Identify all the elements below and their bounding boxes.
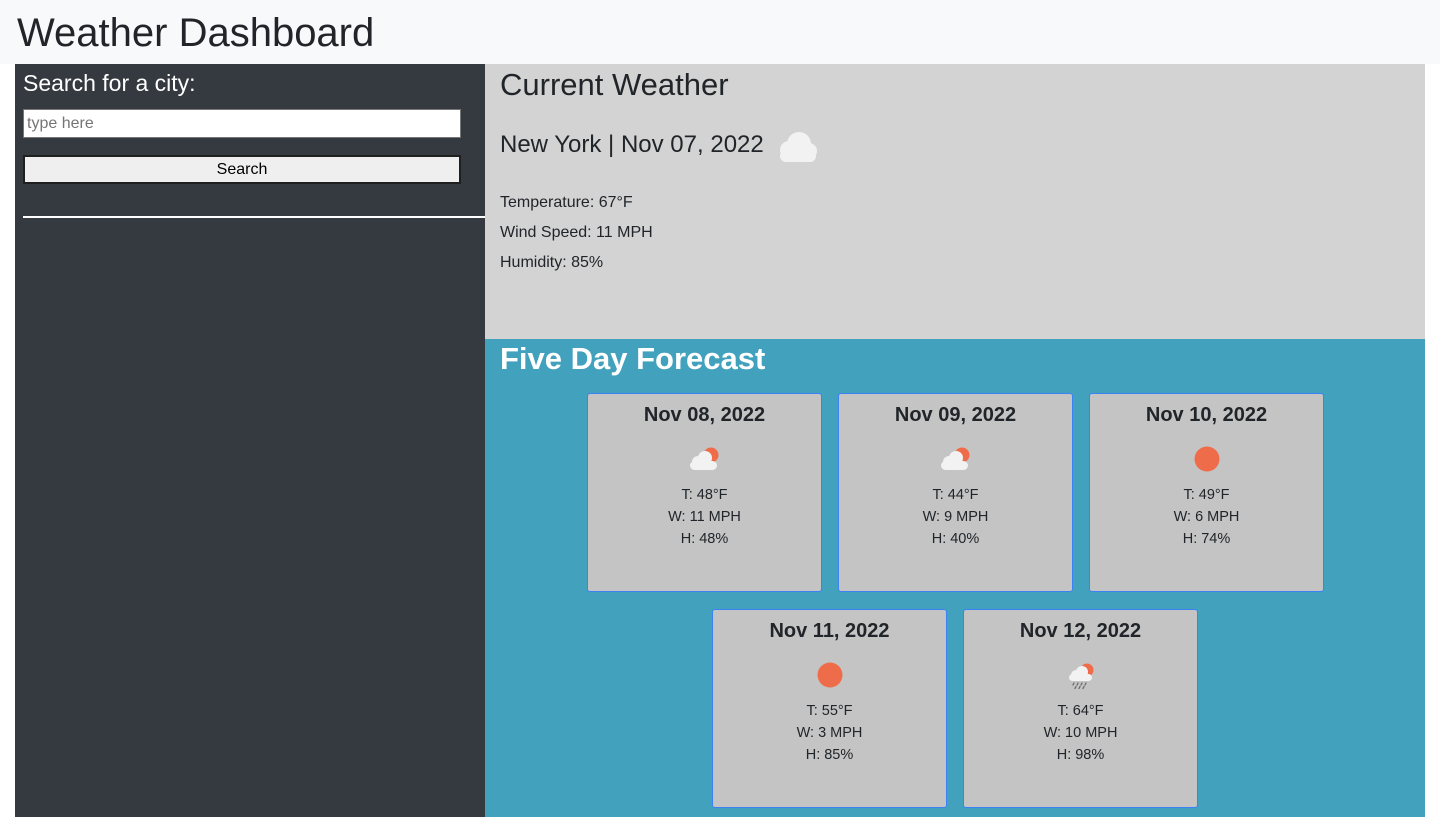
five-day-forecast-panel: Five Day Forecast Nov 08, 2022 T: 48°F W… [485,339,1425,817]
forecast-card: Nov 12, 2022 T: 64°F W: 10 MPH H: 98% [963,609,1198,808]
forecast-temp: T: 49°F [1183,487,1230,503]
sidebar-divider [23,216,485,218]
forecast-temp: T: 44°F [932,487,979,503]
forecast-card: Nov 10, 2022 T: 49°F W: 6 MPH H: 74% [1089,393,1324,592]
forecast-humidity: H: 85% [805,747,854,763]
forecast-temp: T: 55°F [806,703,853,719]
forecast-wind: W: 11 MPH [668,509,741,525]
forecast-humidity: H: 74% [1182,531,1231,547]
sun-icon [817,662,843,688]
partly-cloudy-icon [941,447,970,470]
forecast-card: Nov 09, 2022 T: 44°F W: 9 MPH H: 40% [838,393,1073,592]
forecast-card: Nov 11, 2022 T: 55°F W: 3 MPH H: 85% [712,609,947,808]
forecast-humidity: H: 98% [1056,747,1105,763]
current-weather-panel: Current Weather New York | Nov 07, 2022 … [485,64,1425,339]
forecast-wind: W: 6 MPH [1173,509,1240,525]
current-humidity: Humidity: 85% [500,254,604,271]
search-sidebar: Search for a city: Search [15,64,485,817]
cloud-icon [780,132,817,162]
city-date-label: New York | Nov 07, 2022 [500,131,764,158]
forecast-date: Nov 08, 2022 [643,404,766,426]
current-temperature: Temperature: 67°F [500,194,633,211]
forecast-humidity: H: 40% [931,531,980,547]
forecast-date: Nov 09, 2022 [894,404,1017,426]
forecast-humidity: H: 48% [680,531,729,547]
forecast-date: Nov 10, 2022 [1145,404,1268,426]
partly-cloudy-icon [690,447,719,470]
current-weather-heading: Current Weather [500,67,729,102]
forecast-date: Nov 12, 2022 [1019,620,1142,642]
current-wind-speed: Wind Speed: 11 MPH [500,224,653,241]
search-button[interactable]: Search [23,155,461,184]
header-bar: Weather Dashboard [0,0,1440,64]
forecast-wind: W: 9 MPH [922,509,989,525]
rain-sun-icon [1069,663,1094,690]
page-title: Weather Dashboard [17,11,375,55]
city-search-input[interactable] [23,109,461,138]
search-label: Search for a city: [23,70,196,96]
forecast-wind: W: 3 MPH [796,725,863,741]
sun-icon [1194,446,1220,472]
forecast-temp: T: 48°F [681,487,728,503]
forecast-card: Nov 08, 2022 T: 48°F W: 11 MPH H: 48% [587,393,822,592]
forecast-heading: Five Day Forecast [500,341,766,376]
forecast-date: Nov 11, 2022 [769,620,890,642]
forecast-wind: W: 10 MPH [1043,725,1118,741]
forecast-temp: T: 64°F [1057,703,1104,719]
